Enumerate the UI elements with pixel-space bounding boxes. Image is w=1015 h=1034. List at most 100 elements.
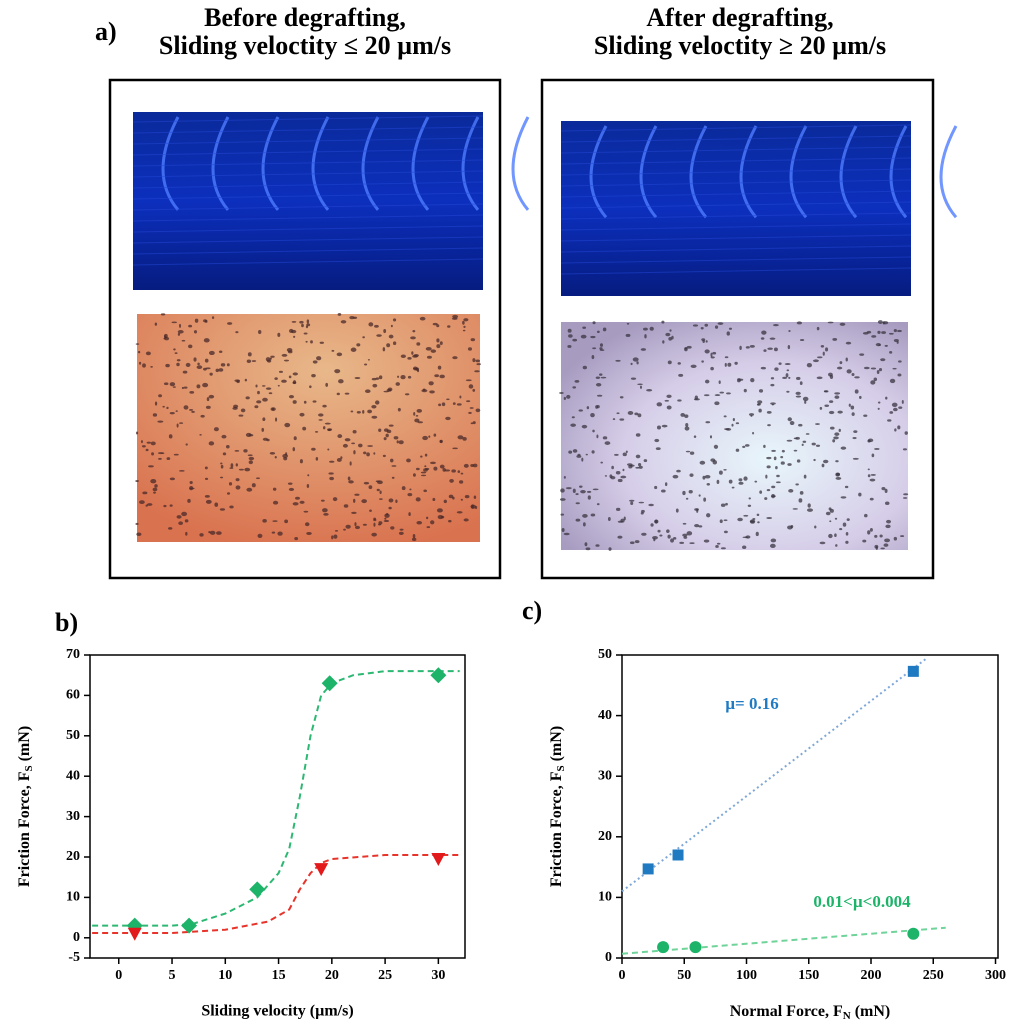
speckle [277,531,283,536]
speckle [796,459,801,463]
speckle [258,330,262,335]
speckle [188,408,194,411]
speckle [582,514,588,518]
speckle [179,422,184,424]
speckle [472,421,476,425]
speckle [469,407,474,409]
speckle [835,460,839,463]
speckle [271,531,276,534]
speckle [885,524,891,529]
speckle [336,392,340,396]
speckle [354,376,361,380]
speckle [686,531,693,536]
speckle [406,458,411,463]
speckle [629,541,635,545]
speckle [627,411,634,416]
speckle [845,532,849,536]
speckle [354,493,360,496]
speckle [188,344,193,349]
speckle [412,329,416,333]
speckle [622,468,625,472]
speckle [261,427,265,432]
speckle [371,415,378,419]
speckle [682,533,688,537]
speckle [243,449,248,453]
speckle [805,433,810,435]
speckle [272,520,278,522]
speckle [869,497,874,501]
speckle [766,465,771,469]
speckle [218,368,224,372]
annotation: 0.01<µ<0.004 [813,892,911,911]
speckle [142,363,146,368]
speckle [616,412,620,415]
speckle [720,547,726,550]
speckle [422,435,429,441]
fringe [511,116,530,211]
speckle [846,518,850,522]
speckle [597,394,603,397]
speckle [894,428,897,432]
speckle [568,450,573,454]
speckle [240,408,246,413]
y-tick-label: 50 [66,728,80,743]
speckle [169,477,176,481]
speckle [731,423,734,427]
speckle [474,370,480,373]
speckle [852,437,857,440]
speckle [771,449,776,452]
speckle [234,379,240,382]
speckle [146,503,153,506]
speckle [763,349,767,352]
speckle [430,349,437,353]
speckle [743,388,747,393]
speckle [878,367,883,372]
speckle [302,426,307,431]
speckle [682,522,687,525]
speckle [654,438,660,443]
y-tick-label: 0 [73,930,80,945]
speckle [451,317,458,320]
speckle [599,343,604,347]
speckle [599,349,605,351]
fringe-line [132,181,484,189]
speckle [853,430,858,434]
fit-line [621,657,928,893]
speckle [262,397,268,402]
speckle [204,466,208,470]
speckle [876,369,880,374]
x-tick-label: 25 [378,968,392,983]
speckle [714,325,719,329]
speckle [316,356,322,361]
speckle [378,498,383,500]
speckle [630,362,633,366]
speckle [334,529,339,532]
speckle [845,357,848,362]
speckle [584,542,588,547]
speckle [183,405,189,410]
speckle [596,434,599,439]
speckle [897,329,902,333]
speckle [767,424,771,427]
speckle [146,441,151,444]
speckle [417,421,423,424]
speckle [305,325,309,329]
speckle [829,400,834,404]
speckle [445,416,451,421]
speckle [436,344,441,349]
speckle [799,338,805,342]
speckle [247,454,253,457]
speckle [582,326,587,329]
speckle [428,435,431,438]
speckle [213,427,219,432]
speckle [150,479,157,484]
speckle [209,372,213,376]
speckle [570,423,576,427]
speckle [617,478,623,483]
speckle [189,480,193,485]
fringe [639,125,658,219]
label-part: S [23,765,35,771]
fringe-line [132,214,484,222]
speckle [586,490,592,493]
speckle [694,523,700,528]
